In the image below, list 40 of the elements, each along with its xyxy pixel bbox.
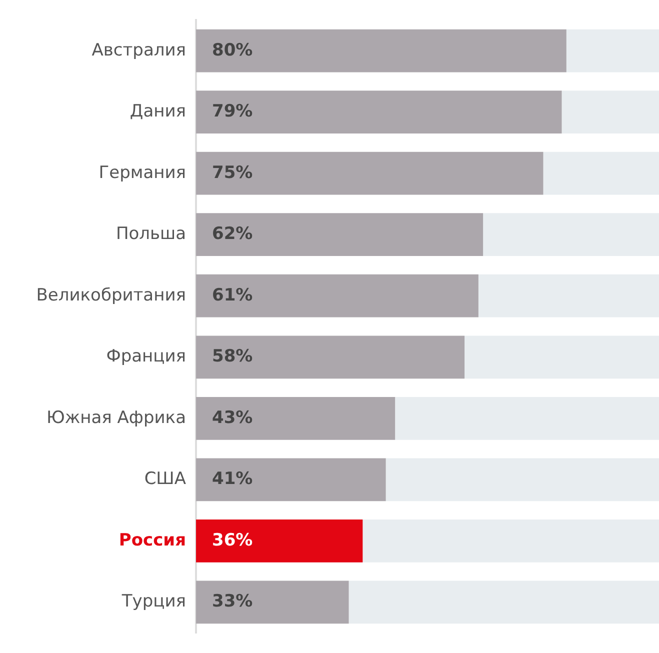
bar <box>196 29 566 72</box>
y-tick-label: Франция <box>106 346 186 367</box>
bar <box>562 90 659 134</box>
bar <box>362 519 659 562</box>
bar <box>196 152 544 195</box>
bar <box>196 519 363 562</box>
y-tick-label: Россия <box>118 530 186 550</box>
y-tick-label: США <box>144 469 186 490</box>
bar <box>196 90 562 134</box>
bar <box>483 213 659 256</box>
bar <box>386 458 659 502</box>
data-label: 62% <box>212 224 253 244</box>
bar <box>478 274 659 318</box>
data-label: 79% <box>212 102 253 122</box>
bar <box>196 580 349 624</box>
bar <box>196 213 484 256</box>
bar <box>543 152 659 195</box>
bar <box>196 458 386 502</box>
bar <box>395 396 659 440</box>
y-tick-label: Великобритания <box>36 285 186 306</box>
bar <box>196 336 465 379</box>
y-tick-label: Польша <box>116 224 186 244</box>
data-label: 43% <box>212 408 253 428</box>
data-label: 36% <box>212 530 253 550</box>
data-label: 33% <box>212 592 253 612</box>
y-tick-label: Дания <box>130 102 186 122</box>
bar <box>348 580 659 624</box>
y-tick-label: Турция <box>120 592 186 612</box>
bar <box>196 274 478 318</box>
data-label: 80% <box>212 40 253 60</box>
data-label: 61% <box>212 285 253 306</box>
data-label: 41% <box>212 469 253 490</box>
y-tick-label: Южная Африка <box>46 408 186 428</box>
bar <box>464 336 659 379</box>
data-label: 58% <box>212 346 253 367</box>
y-tick-label: Германия <box>98 162 186 183</box>
y-tick-label: Австралия <box>92 40 186 60</box>
bar <box>566 29 659 72</box>
data-label: 75% <box>212 162 253 183</box>
bar <box>196 396 396 440</box>
